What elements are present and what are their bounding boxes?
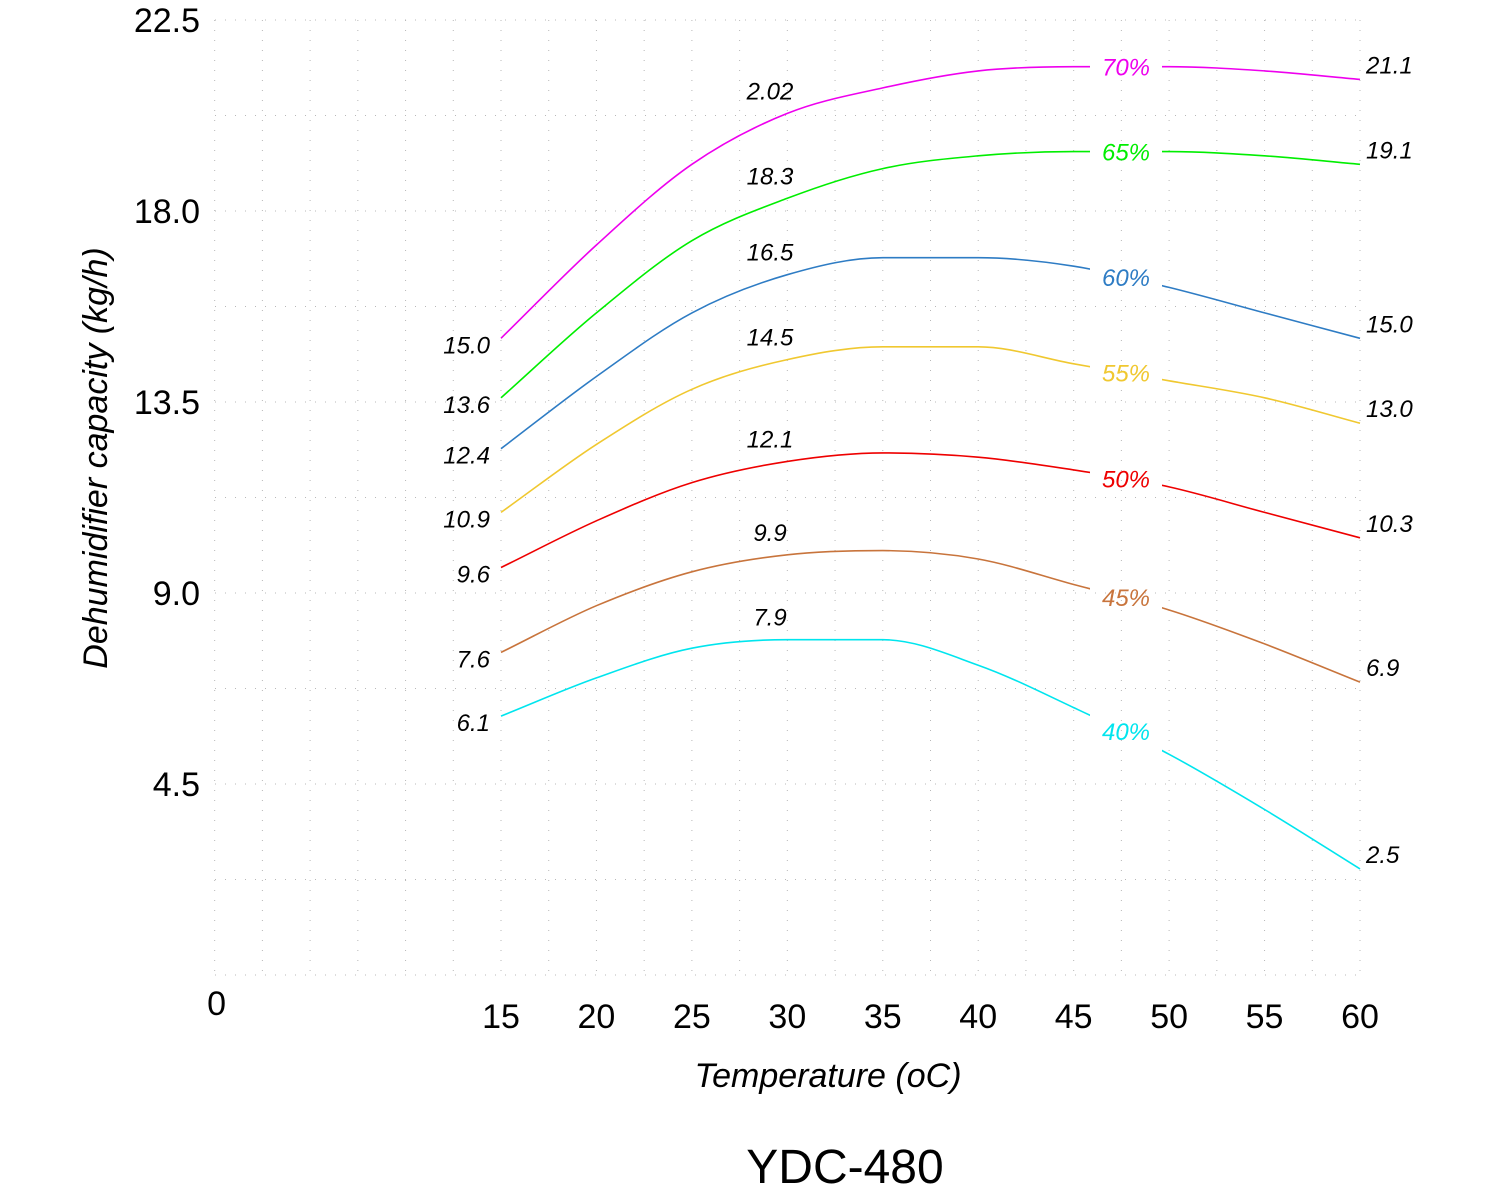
- data-label-end: 21.1: [1365, 52, 1413, 79]
- data-label-start: 15.0: [443, 332, 490, 359]
- x-tick-label: 55: [1246, 998, 1284, 1036]
- data-label-peak: 12.1: [747, 426, 794, 453]
- y-tick-label: 18.0: [134, 193, 200, 231]
- x-axis-title: Temperature (oC): [694, 1057, 961, 1095]
- data-label-peak: 16.5: [747, 240, 794, 267]
- chart-title: YDC-480: [746, 1141, 943, 1194]
- data-label-peak: 14.5: [747, 325, 794, 352]
- y-tick-label: 9.0: [153, 575, 200, 613]
- x-tick-label: 50: [1150, 998, 1188, 1036]
- series-line-40pct: [500, 638, 1361, 870]
- data-label-peak: 18.3: [747, 163, 794, 190]
- y-tick-label: 13.5: [134, 384, 200, 422]
- series-line-50pct: [500, 452, 1361, 569]
- data-labels: 40% 6.1 7.9 2.5 45% 7.6 9.9 6.9 50% 9.6 12.1 10.3 55…: [443, 52, 1413, 868]
- x-tick-label: 40: [959, 998, 997, 1036]
- data-label-peak: 9.9: [753, 520, 786, 547]
- data-label-end: 6.9: [1366, 655, 1399, 682]
- x-tick-label: 35: [864, 998, 902, 1036]
- y-tick-label: 0: [207, 985, 226, 1023]
- data-label-peak: 7.9: [753, 605, 786, 632]
- data-label-end: 10.3: [1366, 511, 1413, 538]
- series-line-70pct: [500, 65, 1361, 339]
- data-label-end: 13.0: [1366, 396, 1413, 423]
- series-line-45pct: [500, 549, 1361, 683]
- series-name-label: 45%: [1102, 585, 1150, 612]
- x-tick-label: 45: [1055, 998, 1093, 1036]
- data-label-start: 13.6: [443, 392, 490, 419]
- data-label-start: 7.6: [457, 646, 491, 673]
- series-name-label: 60%: [1102, 265, 1150, 292]
- series-line-55pct: [500, 345, 1361, 514]
- y-tick-label: 22.5: [134, 2, 200, 40]
- series-name-label: 55%: [1102, 360, 1150, 387]
- data-label-start: 10.9: [443, 506, 490, 533]
- x-tick-label: 60: [1341, 998, 1379, 1036]
- x-tick-label: 30: [768, 998, 806, 1036]
- series-line-65pct: [500, 150, 1361, 399]
- data-label-start: 12.4: [443, 443, 490, 470]
- x-tick-label: 20: [578, 998, 616, 1036]
- y-tick-label: 4.5: [153, 766, 200, 804]
- series-line-60pct: [500, 256, 1361, 450]
- data-label-peak: 2.02: [746, 78, 794, 105]
- data-label-end: 19.1: [1366, 137, 1413, 164]
- x-tick-label: 25: [673, 998, 711, 1036]
- series-name-label: 70%: [1102, 55, 1150, 82]
- series-name-label: 65%: [1102, 140, 1150, 167]
- data-label-start: 6.1: [457, 710, 490, 737]
- grid: [214, 19, 1361, 976]
- y-axis-title: Dehumidifier capacity (kg/h): [77, 247, 115, 668]
- y-axis-ticks: 0 4.5 9.0 13.5 18.0 22.5: [134, 2, 226, 1023]
- series-name-label: 40%: [1102, 719, 1150, 746]
- x-axis-ticks: 15 20 25 30 35 40 45 50 55 60: [482, 998, 1379, 1036]
- series-name-label: 50%: [1102, 466, 1150, 493]
- x-tick-label: 15: [482, 998, 520, 1036]
- data-label-end: 15.0: [1366, 311, 1413, 338]
- series-lines: [500, 65, 1361, 870]
- data-label-start: 9.6: [457, 562, 491, 589]
- data-label-end: 2.5: [1365, 842, 1400, 869]
